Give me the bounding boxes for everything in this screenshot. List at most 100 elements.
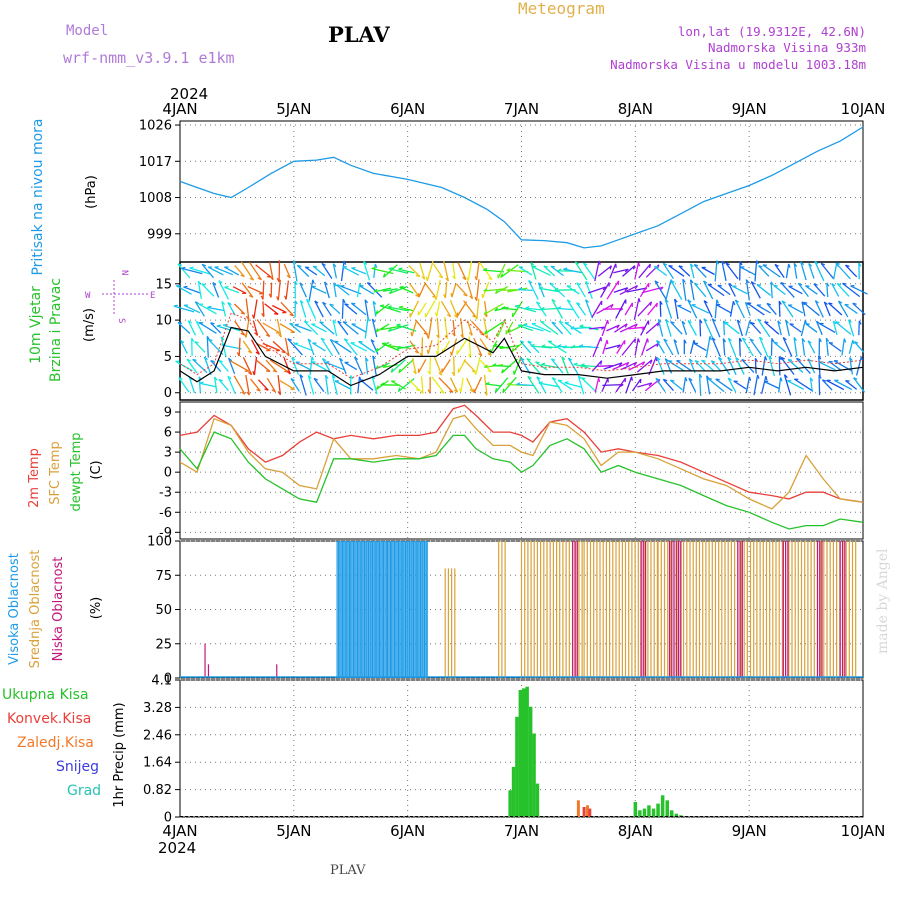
wind-barb: [821, 379, 833, 391]
wind-barb: [201, 283, 215, 297]
wind-barb: [541, 345, 557, 349]
wind-barb: [844, 303, 858, 315]
wind-barb: [746, 302, 765, 316]
wind-barb: [334, 380, 351, 390]
wind-barb-head: [481, 293, 484, 299]
wind-barb-head: [450, 293, 453, 298]
wind-barb-head: [210, 359, 215, 363]
wind-barb: [613, 268, 629, 274]
wind-barb: [766, 302, 777, 316]
wind-barb: [251, 339, 260, 355]
wind-barb: [547, 340, 567, 354]
wind-barb-head: [687, 319, 692, 324]
wind-barb-head: [375, 328, 379, 333]
wind-barb: [670, 280, 683, 300]
wind-barb-head: [177, 263, 182, 267]
wind-barb-head: [648, 382, 653, 387]
wind-barb: [303, 320, 319, 336]
wind-barb: [793, 378, 813, 392]
wind-barb-head: [440, 390, 445, 394]
wind-barb-head: [426, 349, 429, 354]
wind-barb-head: [516, 382, 521, 386]
y-tick-label: 10: [155, 314, 172, 329]
wind-barb-head: [825, 337, 830, 342]
wind-barb: [802, 301, 820, 317]
wind-barb: [805, 285, 818, 295]
wind-barb-head: [773, 341, 779, 344]
wind-barb-head: [551, 298, 556, 303]
wind-barb-head: [659, 300, 663, 305]
wind-barb: [645, 342, 660, 352]
wind-barb: [689, 263, 695, 279]
wind-barb: [492, 364, 511, 368]
wind-barb: [727, 377, 737, 393]
wind-barb: [194, 341, 206, 353]
wind-barb-head: [344, 338, 349, 342]
wind-barb: [483, 269, 505, 273]
wind-barb: [835, 321, 852, 335]
wind-barb: [212, 282, 220, 298]
wind-barb-head: [427, 389, 431, 394]
wind-barb: [531, 266, 551, 276]
wind-barb: [689, 279, 695, 301]
wind-barb: [668, 265, 685, 277]
wind-barb: [178, 377, 190, 393]
wind-barb-head: [657, 318, 662, 323]
wind-barb: [787, 359, 804, 373]
wind-barb-head: [831, 283, 836, 287]
wind-barb: [423, 281, 437, 299]
wind-barb: [299, 282, 307, 298]
wind-barb: [828, 342, 842, 352]
wind-barb: [398, 358, 415, 374]
wind-barb-head: [487, 369, 492, 373]
cloud-panel: 0 25 50 75 100 Visoka Oblacnost Srednja Obla…: [7, 535, 864, 687]
wind-barb-head: [597, 377, 601, 383]
y-tick-label: 15: [155, 277, 172, 292]
y-tick-label: 0: [164, 386, 172, 401]
wind-barb-head: [654, 280, 659, 284]
wind-barb-head: [756, 374, 760, 379]
wind-barb-head: [453, 314, 458, 319]
pressure-ylabel: Pritisak na nivou mora: [30, 118, 46, 275]
wind-barb-head: [823, 301, 828, 306]
wind-barb: [409, 300, 420, 318]
wind-barb: [818, 374, 821, 396]
wind-barb-head: [758, 265, 763, 268]
pressure-line: [179, 126, 864, 249]
wind-barb-head: [858, 320, 862, 325]
wind-barb: [825, 338, 829, 356]
wind-barb: [375, 303, 390, 315]
y-tick-label: 9: [164, 406, 172, 421]
wind-barb-head: [638, 298, 641, 303]
wind-barb-head: [483, 288, 488, 292]
wind-barb-head: [467, 353, 472, 358]
wind-barb: [682, 377, 687, 393]
wind-barb-head: [337, 320, 342, 324]
wind-barb: [785, 320, 790, 336]
wind-barb: [359, 285, 375, 295]
wind-barb-head: [438, 372, 443, 376]
wind-barb: [600, 282, 610, 298]
wind-barb-head: [173, 304, 178, 307]
wind-barb: [483, 374, 488, 396]
wind-barb-head: [287, 338, 292, 341]
wind-barb-head: [276, 296, 279, 301]
wind-barb-head: [530, 343, 535, 347]
wind-barb: [614, 323, 628, 333]
wind-barb: [221, 301, 227, 317]
wind-barb: [727, 337, 737, 357]
wind-barb-head: [240, 332, 245, 336]
wind-barb-head: [616, 324, 620, 329]
wind-barb-head: [711, 337, 716, 341]
altitude-label: Nadmorska Visina 933m: [708, 40, 866, 55]
y-tick-label: 50: [155, 603, 172, 618]
wind-barb: [662, 262, 675, 280]
y-tick-label: 1008: [139, 191, 172, 206]
wind-barb-head: [478, 352, 483, 357]
pressure-y-ticks: 999 1008 1017 1026: [139, 119, 180, 242]
precip-ylabel: 1hr Precip (mm): [112, 702, 127, 807]
wind-barb-head: [252, 371, 256, 376]
wind-barb: [850, 285, 868, 295]
wind-barb: [516, 383, 535, 387]
wind-barb: [245, 318, 250, 338]
